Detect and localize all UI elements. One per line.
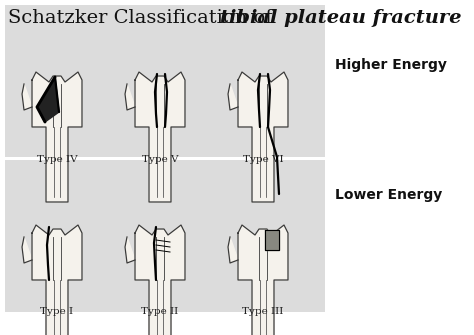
Polygon shape [238, 225, 288, 335]
Text: Type IV: Type IV [36, 154, 77, 163]
Polygon shape [32, 72, 82, 202]
Text: Type III: Type III [242, 308, 283, 317]
Polygon shape [135, 72, 185, 202]
Text: Type V: Type V [142, 154, 178, 163]
FancyBboxPatch shape [5, 160, 325, 312]
Text: Type II: Type II [141, 308, 179, 317]
FancyBboxPatch shape [5, 5, 325, 157]
Polygon shape [32, 225, 82, 335]
Polygon shape [125, 237, 135, 263]
Polygon shape [135, 225, 185, 335]
Text: Type I: Type I [40, 308, 73, 317]
Polygon shape [228, 84, 238, 110]
Polygon shape [238, 72, 288, 202]
Polygon shape [125, 84, 135, 110]
Polygon shape [37, 77, 59, 122]
Polygon shape [22, 237, 32, 263]
Polygon shape [265, 230, 279, 250]
Text: Lower Energy: Lower Energy [335, 188, 442, 202]
Text: Type VI: Type VI [243, 154, 283, 163]
Polygon shape [22, 84, 32, 110]
Polygon shape [228, 237, 238, 263]
Text: Higher Energy: Higher Energy [335, 58, 447, 72]
Text: tibial plateau fracture: tibial plateau fracture [220, 9, 462, 27]
Text: Schatzker Classification of: Schatzker Classification of [8, 9, 279, 27]
